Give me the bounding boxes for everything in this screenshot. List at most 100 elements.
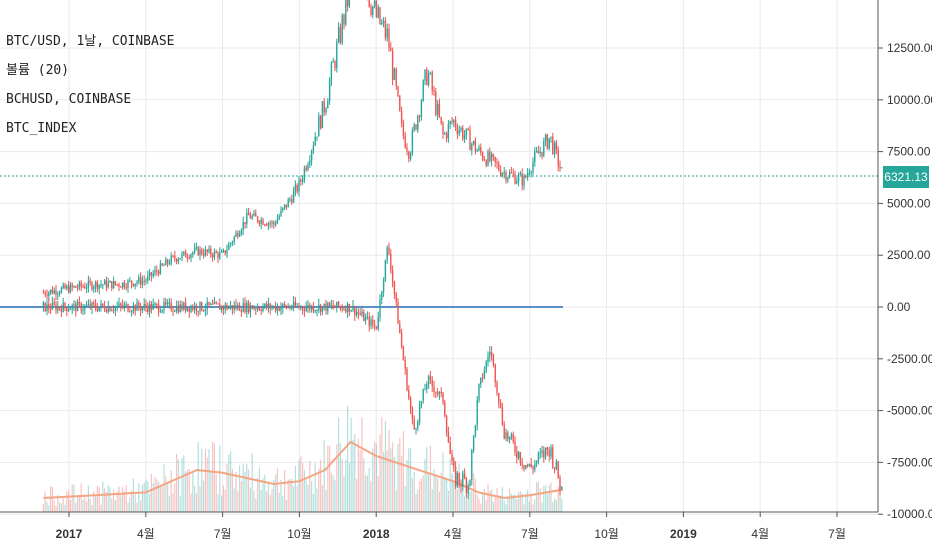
candle-body: [303, 309, 306, 311]
candle-body: [406, 369, 408, 390]
volume-bar: [455, 467, 457, 512]
candle-body: [535, 151, 538, 153]
candle-body: [523, 175, 525, 186]
volume-bar: [444, 476, 446, 512]
candle-body: [76, 302, 79, 312]
volume-bar: [375, 443, 377, 512]
candle-body: [510, 172, 513, 174]
candle-body: [357, 312, 360, 314]
volume-bar: [289, 479, 291, 512]
candle-body: [278, 215, 280, 219]
candle-body: [287, 306, 289, 308]
candle-body: [229, 305, 232, 308]
candle-body: [273, 221, 275, 225]
volume-bar: [379, 434, 381, 512]
candle-body: [233, 305, 235, 310]
candle-body: [197, 247, 199, 256]
volume-bar: [215, 473, 217, 512]
candle-body: [328, 302, 331, 306]
volume-bar: [143, 482, 145, 512]
candle-body: [458, 129, 460, 135]
volume-bar: [262, 478, 264, 512]
candle-body: [343, 15, 345, 25]
candle-body: [543, 141, 545, 157]
candle-body: [390, 253, 392, 271]
candle-body: [496, 162, 498, 164]
candle-body: [292, 301, 295, 309]
y-tick-label: -2500.00: [887, 352, 932, 366]
candle-body: [202, 310, 205, 312]
candle-body: [460, 127, 462, 130]
candle-body: [186, 257, 189, 259]
candle-body: [94, 304, 97, 309]
candle-body: [469, 130, 471, 151]
candle-body: [413, 124, 415, 131]
candle-body: [139, 277, 142, 285]
candle-body: [487, 151, 489, 166]
volume-bar: [123, 491, 125, 512]
candle-body: [418, 405, 421, 422]
candle-body: [557, 461, 559, 478]
volume-bar: [170, 470, 172, 512]
candle-body: [262, 306, 264, 311]
candle-body: [388, 247, 390, 254]
candle-body: [145, 280, 147, 282]
candle-body: [123, 304, 126, 308]
candle-body: [402, 122, 405, 136]
candle-body: [89, 304, 91, 309]
candle-body: [184, 302, 187, 311]
series-btc-index: [42, 242, 563, 499]
candle-body: [413, 418, 415, 430]
candle-body: [442, 123, 444, 135]
candle-body: [314, 310, 316, 312]
candle-body: [165, 259, 167, 266]
candle-body: [220, 251, 223, 253]
volume-bar: [194, 485, 196, 512]
candle-body: [442, 392, 444, 403]
candle-body: [411, 409, 414, 419]
volume-bar: [323, 439, 325, 512]
candle-body: [141, 280, 144, 285]
candle-body: [507, 432, 509, 440]
candle-body: [57, 293, 59, 295]
volume-bar: [73, 484, 75, 512]
candle-body: [208, 301, 210, 305]
candle-body: [555, 142, 558, 150]
candle-body: [530, 463, 532, 468]
candle-body: [121, 282, 124, 288]
candle-body: [48, 304, 50, 309]
volume-bar: [98, 487, 100, 512]
candle-body: [85, 287, 88, 289]
candle-body: [240, 310, 243, 312]
volume-bar: [345, 459, 347, 512]
volume-bar: [271, 488, 273, 512]
candle-body: [480, 147, 482, 153]
candle-body: [94, 281, 97, 287]
candle-body: [535, 460, 538, 464]
volume-bar: [192, 471, 194, 512]
volume-bar: [446, 478, 448, 512]
candle-body: [534, 463, 536, 470]
candle-body: [503, 172, 505, 174]
volume-bar: [266, 491, 268, 512]
candle-body: [256, 216, 259, 222]
volume-bar: [372, 448, 374, 512]
candle-body: [78, 302, 81, 304]
candle-body: [420, 101, 423, 117]
volume-bar: [449, 458, 451, 512]
candle-body: [231, 241, 234, 244]
candle-body: [116, 306, 118, 308]
candle-body: [260, 219, 262, 224]
y-tick-label: 5000.00: [887, 196, 931, 210]
candle-body: [134, 283, 136, 286]
candle-body: [62, 302, 64, 313]
volume-bar: [140, 500, 142, 512]
candle-body: [370, 319, 372, 326]
volume-bar: [321, 485, 323, 512]
volume-bar: [487, 483, 489, 512]
volume-bar: [154, 477, 156, 512]
volume-bar: [89, 498, 91, 512]
candle-body: [269, 303, 271, 309]
